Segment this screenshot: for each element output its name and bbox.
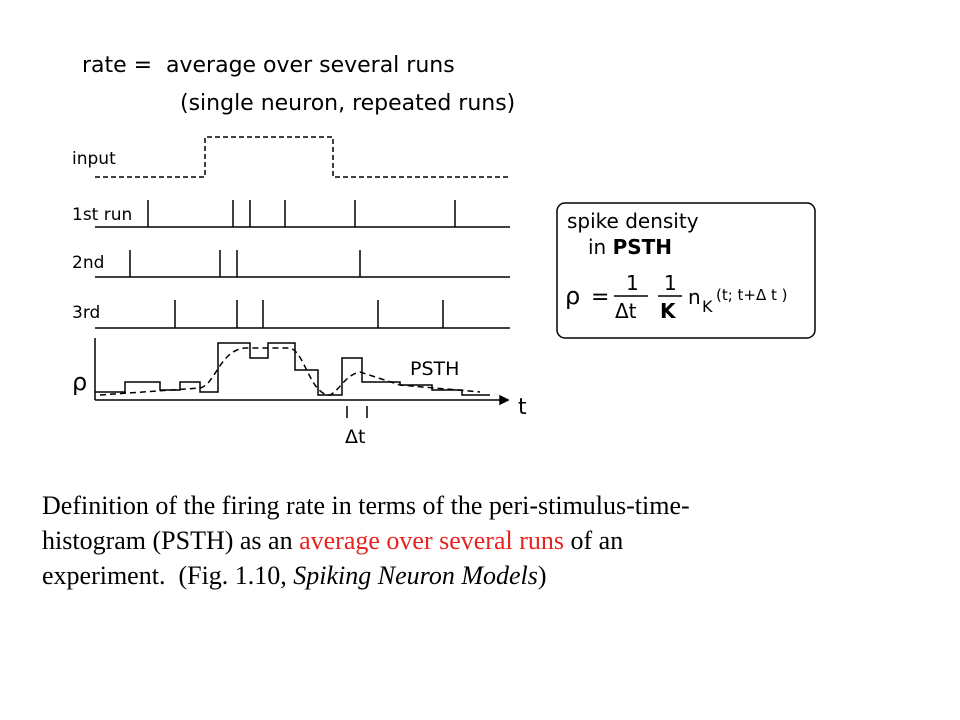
run3 bbox=[95, 300, 510, 329]
run1 bbox=[95, 200, 510, 228]
label: 3rd bbox=[72, 303, 100, 323]
box-text: K bbox=[660, 299, 677, 323]
box-text: 1 bbox=[664, 271, 677, 295]
label: ρ bbox=[72, 368, 87, 396]
caption-text: ) bbox=[537, 561, 547, 590]
box-text: 1 bbox=[626, 271, 639, 295]
label: 1st run bbox=[72, 205, 132, 225]
box-text: Δt bbox=[615, 299, 637, 323]
box-text: (t; t+Δ t ) bbox=[716, 286, 788, 304]
run2 bbox=[95, 250, 510, 278]
box-text: ρ bbox=[565, 282, 580, 310]
caption-text: of an bbox=[564, 526, 624, 555]
caption-italic: Spiking Neuron Models bbox=[293, 561, 538, 590]
label: 2nd bbox=[72, 253, 104, 273]
diagram: rate = average over several runs (single… bbox=[72, 53, 816, 448]
label: PSTH bbox=[410, 358, 459, 380]
label: Δt bbox=[345, 426, 365, 448]
box-text: n bbox=[688, 285, 701, 309]
box-text: = bbox=[591, 285, 609, 310]
formula-box bbox=[556, 202, 816, 339]
dt-marks bbox=[346, 406, 368, 418]
header-rhs: average over several runs bbox=[166, 53, 455, 78]
caption: Definition of the firing rate in terms o… bbox=[42, 488, 690, 593]
psth-steps bbox=[95, 342, 490, 396]
label: input bbox=[72, 149, 116, 169]
header-lhs: rate = bbox=[82, 53, 152, 78]
label: t bbox=[518, 395, 527, 420]
box-text: K bbox=[702, 297, 713, 316]
arrow bbox=[499, 394, 510, 406]
caption-highlight: average over several runs bbox=[299, 526, 565, 555]
caption-text: Definition of the firing rate in terms o… bbox=[42, 491, 690, 520]
box-text: spike density bbox=[567, 209, 699, 233]
input-signal bbox=[95, 136, 510, 178]
caption-text: experiment. (Fig. 1.10, bbox=[42, 561, 294, 590]
rate-curve bbox=[99, 347, 481, 396]
caption-text: histogram (PSTH) as an bbox=[42, 526, 300, 555]
box-text: in PSTH bbox=[588, 235, 672, 259]
header-note: (single neuron, repeated runs) bbox=[180, 91, 515, 116]
